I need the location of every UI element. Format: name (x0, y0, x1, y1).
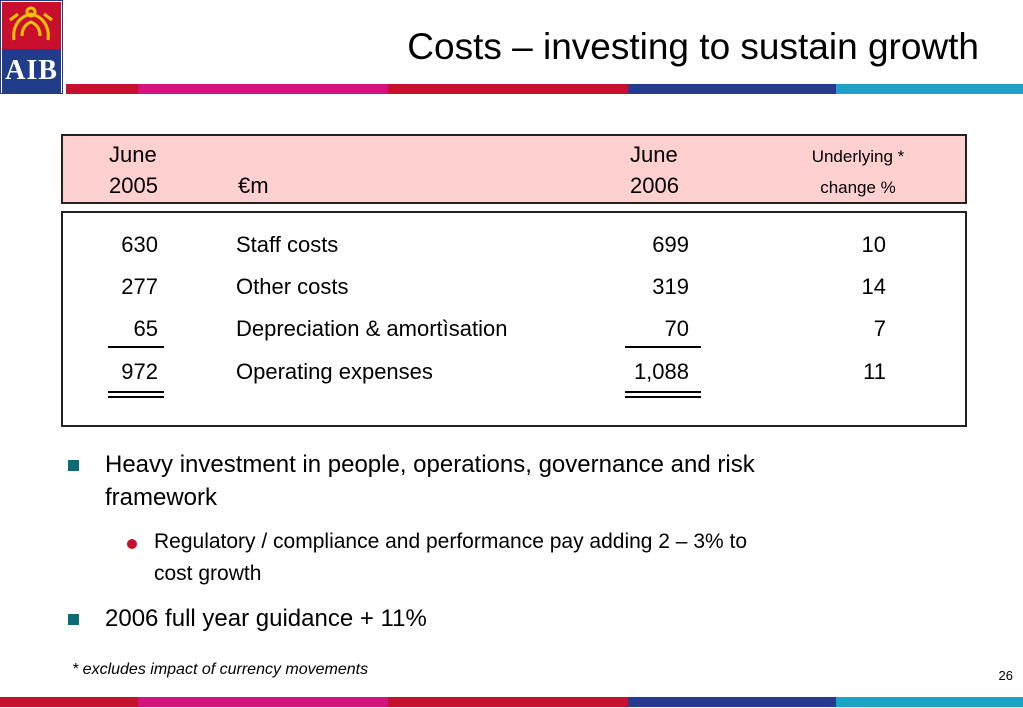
cell-label: Operating expenses (236, 359, 433, 384)
square-bullet-icon (68, 460, 79, 471)
cell-2006: 70 (664, 316, 689, 341)
cell-change: 11 (863, 359, 886, 384)
total-rule-2006-a (625, 391, 701, 393)
header-col4-line1: Underlying * (811, 147, 905, 166)
cell-2006: 1,088 (633, 359, 689, 384)
header-col3-line1: June (630, 142, 678, 167)
cell-2005: 972 (121, 359, 158, 384)
subtotal-rule-2005 (108, 346, 164, 348)
header-col1-line2: 2005 (109, 173, 158, 198)
cell-2005: 630 (121, 232, 158, 257)
logo-emblem (2, 2, 61, 49)
subtotal-rule-2006 (625, 346, 701, 348)
header-col1-line1: June (109, 142, 157, 167)
cell-2006: 699 (652, 232, 689, 257)
dot-bullet-icon (127, 539, 137, 549)
total-rule-2005-b (108, 396, 164, 398)
cell-label: Other costs (236, 274, 349, 299)
cell-change: 14 (861, 274, 886, 299)
bottom-color-bar (0, 697, 1023, 707)
square-bullet-icon (68, 614, 79, 625)
cell-label: Depreciation & amortìsation (236, 316, 508, 341)
cell-2005: 277 (121, 274, 158, 299)
bullet-1-line1: Heavy investment in people, operations, … (105, 451, 755, 478)
header-col3-line2: 2006 (630, 173, 679, 198)
cost-table: 630 Staff costs 699 10 277 Other costs 3… (61, 211, 967, 427)
cell-label: Staff costs (236, 232, 339, 257)
cell-2006: 319 (652, 274, 689, 299)
sub-bullet-line1: Regulatory / compliance and performance … (154, 530, 748, 553)
bullet-1-line2: framework (105, 484, 218, 511)
footnote: * excludes impact of currency movements (72, 661, 369, 678)
aib-logo: AIB (0, 0, 63, 94)
page-number: 26 (998, 668, 1013, 683)
bullet-2: 2006 full year guidance + 11% (105, 605, 427, 632)
total-rule-2006-b (625, 396, 701, 398)
table-header: June 2005 €m June 2006 Underlying * chan… (61, 134, 967, 204)
header-col2-currency: €m (238, 173, 269, 198)
cell-2005: 65 (133, 316, 158, 341)
page-title: Costs – investing to sustain growth (407, 26, 979, 67)
top-color-bar (66, 84, 1023, 94)
total-rule-2005-a (108, 391, 164, 393)
cell-change: 10 (861, 232, 886, 257)
sub-bullet-line2: cost growth (154, 562, 262, 585)
header-col4-line2: change % (820, 178, 896, 197)
cell-change: 7 (873, 316, 886, 341)
logo-text: AIB (2, 49, 61, 93)
